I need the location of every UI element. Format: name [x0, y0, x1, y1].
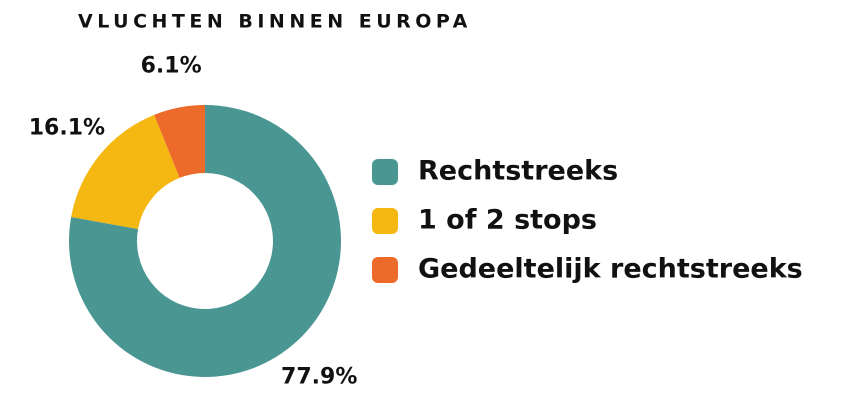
donut-slice	[69, 105, 342, 377]
donut-slice	[154, 105, 205, 178]
value-label: 16.1%	[29, 116, 105, 141]
donut-slice	[71, 114, 180, 230]
legend-marker	[372, 257, 398, 283]
legend-label: Rechtstreeks	[418, 156, 618, 187]
legend-marker	[372, 208, 398, 234]
chart-title: VLUCHTEN BINNEN EUROPA	[78, 11, 472, 33]
value-label: 6.1%	[141, 53, 202, 78]
legend-label: Gedeeltelijk rechtstreeks	[418, 254, 803, 285]
value-label: 77.9%	[281, 365, 357, 390]
legend-label: 1 of 2 stops	[418, 205, 597, 236]
legend-marker	[372, 159, 398, 185]
